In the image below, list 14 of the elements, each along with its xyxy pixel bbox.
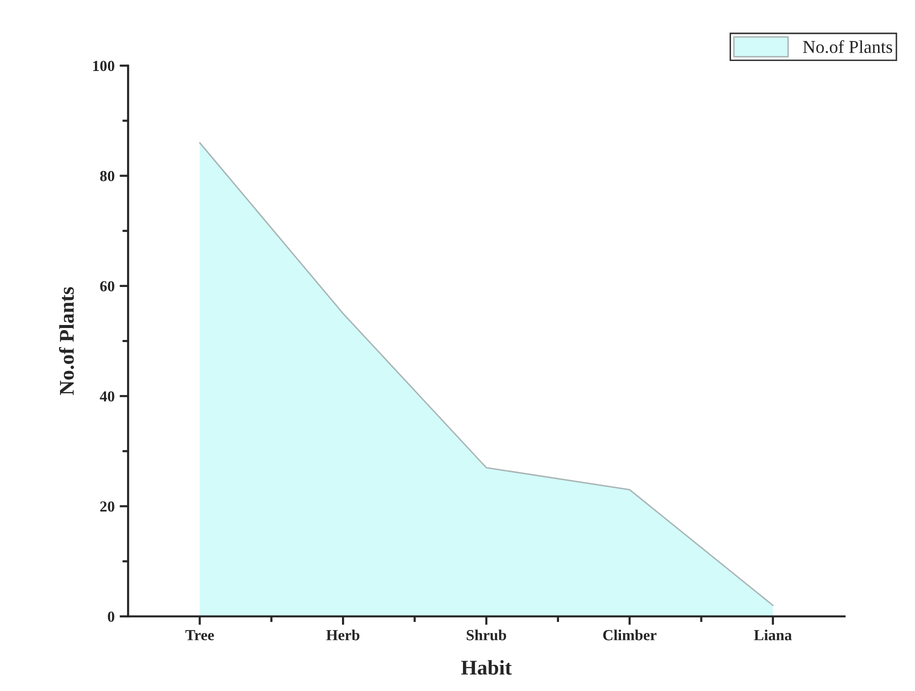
x-tick-label: Tree xyxy=(185,630,214,640)
x-axis-title: Habit xyxy=(461,660,512,675)
x-tick-label: Shrub xyxy=(466,630,506,640)
x-tick-label: Herb xyxy=(326,630,360,640)
y-tick-label: 40 xyxy=(100,391,114,402)
y-tick-label: 80 xyxy=(100,170,114,182)
y-tick-label: 100 xyxy=(93,60,114,72)
y-axis-title: No.of Plants xyxy=(58,287,74,396)
legend-label: No.of Plants xyxy=(803,40,892,54)
x-tick-label: Liana xyxy=(754,630,792,640)
x-tick-label: Climber xyxy=(603,630,656,640)
y-tick-label: 0 xyxy=(108,612,114,622)
y-tick-label: 20 xyxy=(100,501,114,512)
y-tick-label: 60 xyxy=(100,281,114,292)
